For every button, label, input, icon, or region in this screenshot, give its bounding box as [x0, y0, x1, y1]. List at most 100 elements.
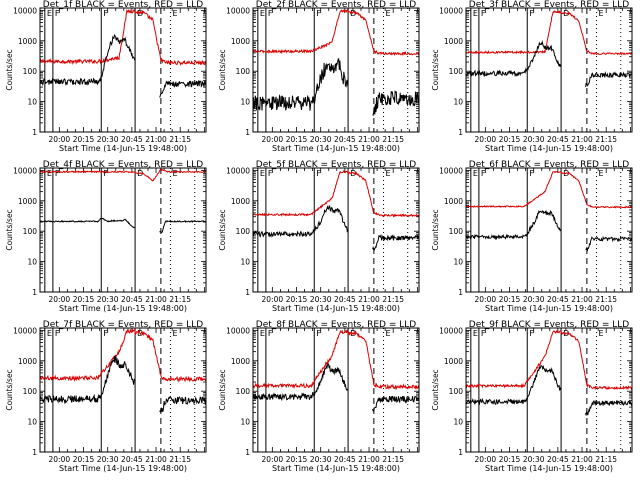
y-tick-label: 1: [458, 448, 463, 457]
events-series-line: [40, 217, 206, 234]
y-tick-label: 1: [245, 288, 250, 297]
x-axis-label: Start Time (14-Jun-15 19:48:00): [59, 144, 187, 153]
x-axis-label: Start Time (14-Jun-15 19:48:00): [485, 304, 613, 313]
panel-3: Det_3f BLACK = Events, RED = LLD 1 10 100 10…: [431, 0, 633, 153]
marker-label: F: [529, 169, 534, 178]
marker-label: F: [268, 329, 273, 338]
events-series-line: [466, 364, 632, 416]
marker-label: F: [55, 329, 60, 338]
y-axis-label: Counts/sec: [218, 49, 227, 90]
y-tick-label: 10000: [226, 6, 250, 15]
y-tick-label: 100: [449, 387, 464, 396]
x-tick-label: 20:00: [49, 135, 71, 144]
x-tick-label: 20:00: [262, 455, 284, 464]
panel-title: Det_1f BLACK = Events, RED = LLD: [43, 0, 203, 10]
y-tick-label: 1000: [231, 357, 250, 366]
x-tick-label: 21:00: [145, 135, 167, 144]
x-tick-label: 20:45: [334, 135, 356, 144]
x-tick-label: 20:45: [121, 135, 143, 144]
x-tick-label: 20:00: [262, 135, 284, 144]
y-tick-label: 100: [449, 227, 464, 236]
plot-frame: [252, 7, 420, 133]
marker-label: E: [260, 169, 265, 178]
marker-label: F: [268, 169, 273, 178]
y-tick-label: 10000: [439, 6, 463, 15]
lld-series-line: [253, 169, 419, 218]
marker-label: E: [473, 169, 478, 178]
y-tick-label: 10: [27, 98, 37, 107]
x-tick-label: 21:15: [382, 455, 404, 464]
x-tick-label: 20:15: [499, 295, 521, 304]
x-tick-label: 20:30: [97, 455, 119, 464]
x-tick-label: 20:30: [310, 135, 332, 144]
marker-label: E: [260, 9, 265, 18]
marker-label: E: [173, 169, 178, 178]
y-tick-label: 10: [453, 418, 463, 427]
y-tick-label: 1: [32, 448, 37, 457]
x-tick-label: 20:15: [73, 295, 95, 304]
y-tick-label: 1000: [18, 357, 37, 366]
marker-label: E: [47, 9, 52, 18]
x-tick-label: 20:45: [547, 455, 569, 464]
y-axis-label: Counts/sec: [5, 369, 14, 410]
y-tick-label: 10: [240, 98, 250, 107]
marker-label: E: [386, 9, 391, 18]
x-tick-label: 21:15: [169, 295, 191, 304]
lld-series-line: [253, 8, 419, 57]
y-axis-label: Counts/sec: [431, 209, 440, 250]
y-tick-label: 1000: [444, 197, 463, 206]
events-series-line: [253, 58, 419, 117]
y-tick-label: 100: [23, 67, 38, 76]
marker-label: E: [599, 9, 604, 18]
x-tick-label: 21:00: [358, 455, 380, 464]
x-tick-label: 20:30: [523, 455, 545, 464]
y-axis-label: Counts/sec: [431, 369, 440, 410]
y-tick-label: 10000: [13, 326, 37, 335]
x-tick-label: 20:30: [97, 135, 119, 144]
x-tick-label: 20:15: [286, 135, 308, 144]
x-tick-label: 21:15: [595, 135, 617, 144]
marker-label: E: [260, 329, 265, 338]
marker-label: E: [47, 329, 52, 338]
panel-2: Det_2f BLACK = Events, RED = LLD 1 10 100 10…: [218, 0, 420, 153]
marker-label: F: [481, 9, 486, 18]
y-tick-label: 1: [245, 448, 250, 457]
x-tick-label: 20:15: [73, 135, 95, 144]
x-tick-label: 20:45: [334, 295, 356, 304]
x-axis-label: Start Time (14-Jun-15 19:48:00): [59, 304, 187, 313]
x-tick-label: 20:00: [475, 135, 497, 144]
lld-series-line: [40, 8, 206, 66]
plot-frame: [465, 327, 633, 453]
y-tick-label: 1: [32, 288, 37, 297]
x-tick-label: 20:15: [286, 295, 308, 304]
marker-label: F: [529, 329, 534, 338]
marker-label: F: [316, 169, 321, 178]
x-axis-label: Start Time (14-Jun-15 19:48:00): [272, 144, 400, 153]
y-tick-label: 10: [453, 98, 463, 107]
panel-title: Det_3f BLACK = Events, RED = LLD: [469, 0, 629, 10]
plot-frame: [252, 167, 420, 293]
plot-frame: [465, 167, 633, 293]
y-axis-label: Counts/sec: [431, 49, 440, 90]
y-tick-label: 10: [240, 418, 250, 427]
plot-frame: [39, 327, 207, 453]
x-tick-label: 20:45: [547, 295, 569, 304]
y-tick-label: 10: [27, 258, 37, 267]
x-axis-label: Start Time (14-Jun-15 19:48:00): [272, 304, 400, 313]
x-tick-label: 21:00: [571, 455, 593, 464]
events-series-line: [466, 209, 632, 252]
x-tick-label: 20:30: [523, 295, 545, 304]
y-axis-label: Counts/sec: [218, 369, 227, 410]
panel-1: Det_1f BLACK = Events, RED = LLD 1 10 100 10…: [5, 0, 207, 153]
y-tick-label: 1000: [444, 357, 463, 366]
y-tick-label: 1000: [444, 37, 463, 46]
marker-label: E: [473, 329, 478, 338]
y-tick-label: 10: [240, 258, 250, 267]
y-tick-label: 1000: [231, 197, 250, 206]
y-tick-label: 10000: [439, 166, 463, 175]
y-tick-label: 100: [236, 387, 251, 396]
y-tick-label: 100: [449, 67, 464, 76]
y-tick-label: 1000: [231, 37, 250, 46]
y-tick-label: 10: [453, 258, 463, 267]
